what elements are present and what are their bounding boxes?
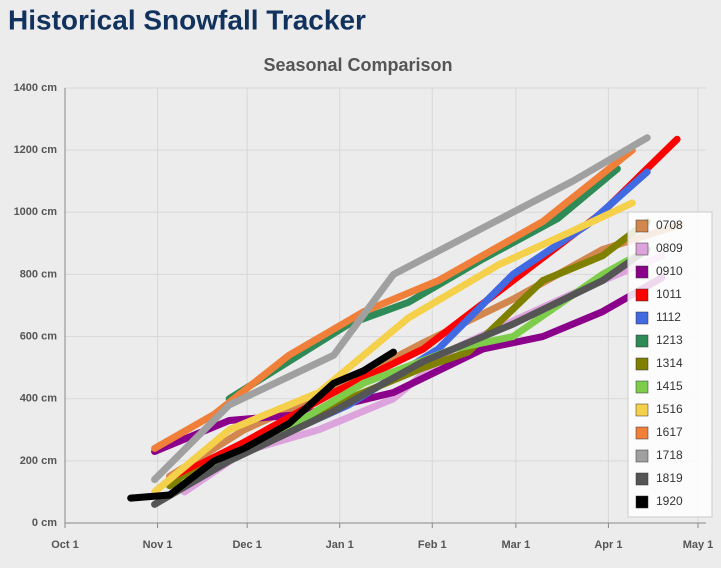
series-line: [151, 199, 636, 496]
legend-swatch: [635, 495, 649, 509]
x-tick-label: May 1: [683, 539, 714, 551]
x-tick-label: Mar 1: [501, 539, 530, 551]
y-tick-label: 400 cm: [20, 393, 58, 405]
legend-swatch: [635, 380, 649, 394]
legend-swatch: [635, 449, 649, 463]
legend-label: 0708: [656, 218, 683, 232]
series-line: [151, 246, 651, 508]
x-tick-label: Nov 1: [143, 539, 173, 551]
x-tick-label: Apr 1: [594, 539, 622, 551]
legend-swatch: [635, 426, 649, 440]
legend-swatch: [635, 288, 649, 302]
legend: 0708 0809 0910 1011 1112 1213 1314 1415 1516 1617…: [627, 211, 713, 518]
series-line: [127, 348, 397, 502]
x-tick-label: Jan 1: [326, 539, 354, 551]
x-tick-label: Dec 1: [232, 539, 261, 551]
legend-label: 1213: [656, 333, 683, 347]
legend-label: 0809: [656, 241, 683, 255]
page-title: Historical Snowfall Tracker: [8, 4, 366, 35]
series-line: [225, 165, 621, 403]
legend-label: 1920: [656, 494, 683, 508]
x-tick-label: Oct 1: [51, 539, 79, 551]
chart-title: Seasonal Comparison: [263, 55, 452, 75]
legend-label: 0910: [656, 264, 683, 278]
y-tick-label: 1000 cm: [14, 206, 58, 218]
legend-label: 1516: [656, 402, 683, 416]
legend-swatch: [635, 219, 649, 233]
legend-label: 1617: [656, 425, 683, 439]
series-line: [151, 274, 666, 456]
legend-label: 1718: [656, 448, 683, 462]
legend-label: 1112: [656, 310, 681, 324]
legend-label: 1011: [656, 287, 682, 301]
series-line: [166, 221, 684, 480]
y-tick-label: 600 cm: [20, 330, 58, 342]
y-tick-label: 200 cm: [20, 455, 58, 467]
y-tick-label: 800 cm: [20, 268, 58, 280]
legend-swatch: [635, 334, 649, 348]
legend-swatch: [635, 311, 649, 325]
legend-swatch: [635, 403, 649, 417]
legend-label: 1415: [656, 379, 683, 393]
legend-swatch: [635, 357, 649, 371]
y-tick-label: 0 cm: [32, 517, 57, 529]
legend-label: 1314: [656, 356, 683, 370]
series-line: [151, 134, 651, 483]
y-tick-label: 1400 cm: [14, 82, 58, 94]
legend-swatch: [635, 242, 649, 256]
legend-swatch: [635, 265, 649, 279]
y-tick-label: 1200 cm: [14, 144, 58, 156]
legend-label: 1819: [656, 471, 683, 485]
legend-swatch: [635, 472, 649, 486]
x-tick-label: Feb 1: [418, 539, 447, 551]
